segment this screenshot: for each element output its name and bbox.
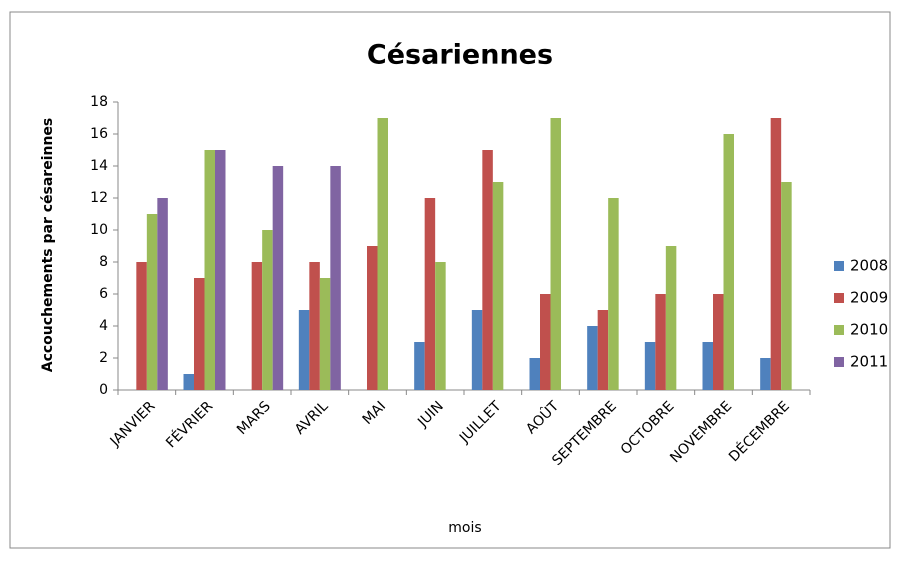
bar xyxy=(781,182,792,390)
y-tick-label: 4 xyxy=(99,318,108,334)
bar xyxy=(414,342,425,390)
y-axis-label: Accouchements par césareinnes xyxy=(40,118,56,373)
y-tick-label: 0 xyxy=(99,382,108,398)
y-tick-label: 12 xyxy=(90,190,108,206)
bar xyxy=(435,262,446,390)
bar xyxy=(587,326,598,390)
bar xyxy=(215,150,226,390)
bar xyxy=(529,358,540,390)
legend-swatch xyxy=(834,357,844,367)
legend-swatch xyxy=(834,293,844,303)
bar xyxy=(377,118,388,390)
bar xyxy=(272,166,284,390)
bar xyxy=(136,262,147,390)
bar xyxy=(482,150,493,390)
bar xyxy=(424,198,436,390)
bar xyxy=(146,214,158,390)
bar xyxy=(367,246,378,390)
bar xyxy=(597,310,609,390)
bar xyxy=(550,118,561,390)
bar xyxy=(492,182,504,390)
legend-label: 2008 xyxy=(850,257,888,275)
bar xyxy=(157,198,168,390)
bar xyxy=(702,342,713,390)
bar xyxy=(655,294,666,390)
bar xyxy=(204,150,215,390)
bar xyxy=(471,310,483,390)
bar xyxy=(665,246,677,390)
legend-label: 2011 xyxy=(850,353,888,371)
y-tick-label: 10 xyxy=(90,222,108,238)
y-tick-label: 14 xyxy=(90,158,108,174)
bar xyxy=(540,294,551,390)
bar xyxy=(251,262,263,390)
y-tick-label: 6 xyxy=(99,286,108,302)
bar xyxy=(309,262,320,390)
bar xyxy=(330,166,341,390)
bar xyxy=(319,278,331,390)
bar xyxy=(262,230,273,390)
bar xyxy=(298,310,310,390)
bar xyxy=(183,374,194,390)
x-axis-label: mois xyxy=(448,520,481,536)
legend-label: 2010 xyxy=(850,321,888,339)
bar xyxy=(723,134,734,390)
y-tick-label: 2 xyxy=(99,350,108,366)
legend-swatch xyxy=(834,325,844,335)
legend-swatch xyxy=(834,261,844,271)
bar xyxy=(644,342,656,390)
legend-label: 2009 xyxy=(850,289,888,307)
bar xyxy=(770,118,782,390)
y-tick-label: 18 xyxy=(90,94,108,110)
bar xyxy=(760,358,771,390)
bar xyxy=(713,294,724,390)
y-tick-label: 16 xyxy=(90,126,108,142)
y-tick-label: 8 xyxy=(99,254,108,270)
bar xyxy=(608,198,619,390)
bar xyxy=(194,278,205,390)
chart-title: Césariennes xyxy=(367,40,553,71)
